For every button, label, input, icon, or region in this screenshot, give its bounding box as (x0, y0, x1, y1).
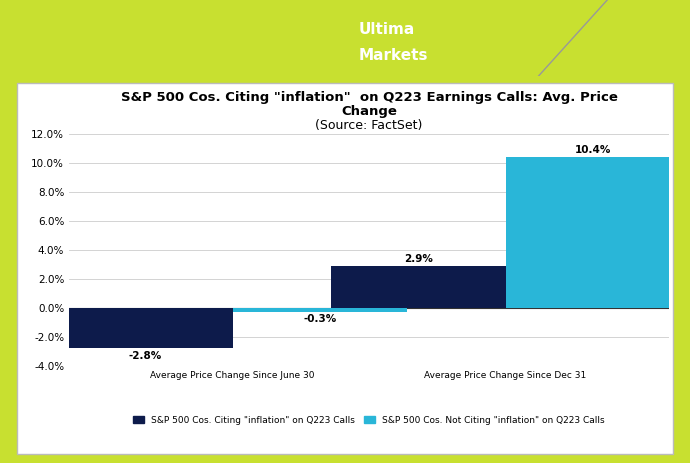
Text: Change: Change (342, 105, 397, 118)
Bar (331, 266, 506, 308)
Text: Markets: Markets (359, 48, 428, 63)
Bar (328, 15, 336, 50)
Bar (340, 15, 348, 63)
Legend: S&P 500 Cos. Citing "inflation" on Q223 Calls, S&P 500 Cos. Not Citing "inflatio: S&P 500 Cos. Citing "inflation" on Q223 … (130, 412, 609, 428)
Text: Ultima: Ultima (359, 22, 415, 37)
Text: -2.8%: -2.8% (129, 350, 162, 361)
Text: -0.3%: -0.3% (304, 314, 337, 325)
Bar (506, 157, 680, 308)
Text: 10.4%: 10.4% (575, 145, 611, 155)
Polygon shape (0, 0, 172, 76)
Text: 2.9%: 2.9% (404, 254, 433, 264)
Text: (Source: FactSet): (Source: FactSet) (315, 119, 423, 132)
Text: S&P 500 Cos. Citing "inflation"  on Q223 Earnings Calls: Avg. Price: S&P 500 Cos. Citing "inflation" on Q223 … (121, 91, 618, 104)
Bar (58, 308, 233, 348)
Bar (233, 308, 407, 312)
